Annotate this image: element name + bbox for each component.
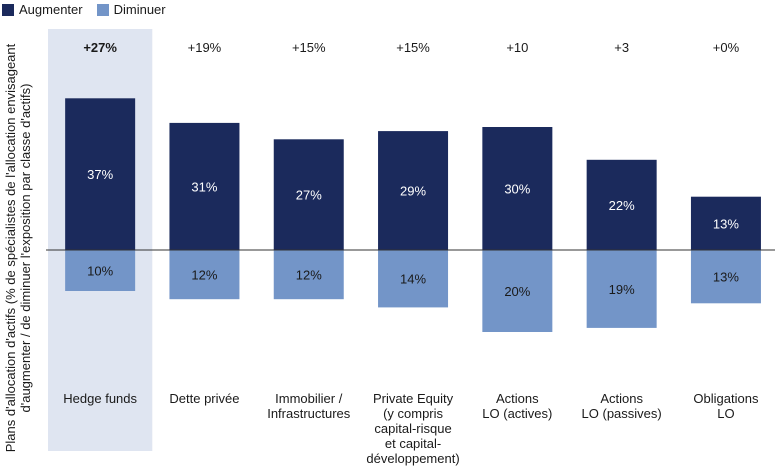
net-change-label-4: +10 — [506, 40, 528, 55]
y-axis-title-line-1: Plans d'allocation d'actifs (% de spécia… — [3, 43, 18, 452]
bar-diminuer-6 — [690, 250, 761, 304]
data-label-augmenter-2: 27% — [296, 188, 322, 203]
category-label-6-line-0: Obligations — [693, 391, 759, 406]
data-label-diminuer-2: 12% — [296, 268, 322, 283]
chart-legend: Augmenter Diminuer — [2, 2, 180, 17]
category-label-3-line-3: et capital- — [385, 436, 441, 451]
net-change-label-0: +27% — [83, 40, 117, 55]
data-label-augmenter-6: 13% — [713, 216, 739, 231]
bar-augmenter-3 — [378, 131, 449, 250]
bar-diminuer-3 — [378, 250, 449, 308]
legend-label-diminuer: Diminuer — [113, 2, 166, 17]
data-label-diminuer-1: 12% — [191, 268, 217, 283]
net-change-label-1: +19% — [188, 40, 222, 55]
category-label-3-line-4: développement) — [366, 451, 459, 466]
bar-diminuer-0 — [65, 250, 136, 291]
data-label-diminuer-6: 13% — [713, 270, 739, 285]
legend-swatch-augmenter — [2, 3, 14, 16]
bar-diminuer-4 — [482, 250, 553, 332]
bar-diminuer-1 — [169, 250, 240, 300]
category-label-5-line-0: Actions — [600, 391, 643, 406]
data-label-diminuer-0: 10% — [87, 264, 113, 279]
bar-diminuer-2 — [273, 250, 344, 300]
bar-diminuer-5 — [586, 250, 657, 328]
bar-augmenter-1 — [169, 122, 240, 250]
data-label-diminuer-4: 20% — [504, 284, 530, 299]
bar-augmenter-2 — [273, 139, 344, 250]
legend-item-diminuer: Diminuer — [96, 2, 166, 17]
data-label-diminuer-3: 14% — [400, 272, 426, 287]
bar-augmenter-6 — [690, 196, 761, 250]
data-label-augmenter-4: 30% — [504, 182, 530, 197]
net-change-label-5: +3 — [614, 40, 629, 55]
category-label-1-line-0: Dette privée — [169, 391, 239, 406]
category-label-2-line-0: Immobilier / — [275, 391, 343, 406]
net-change-label-3: +15% — [396, 40, 430, 55]
bar-augmenter-0 — [65, 98, 136, 250]
category-label-3-line-1: (y compris — [383, 406, 443, 421]
legend-swatch-diminuer — [96, 3, 109, 16]
legend-item-augmenter: Augmenter — [2, 2, 83, 17]
category-label-3-line-0: Private Equity — [373, 391, 454, 406]
bar-augmenter-4 — [482, 127, 553, 250]
category-label-0-line-0: Hedge funds — [63, 391, 137, 406]
net-change-label-6: +0% — [713, 40, 740, 55]
data-label-augmenter-1: 31% — [191, 179, 217, 194]
bar-augmenter-5 — [586, 159, 657, 250]
category-label-5-line-1: LO (passives) — [582, 406, 662, 421]
data-label-augmenter-0: 37% — [87, 167, 113, 182]
data-label-augmenter-5: 22% — [609, 198, 635, 213]
net-change-label-2: +15% — [292, 40, 326, 55]
data-label-augmenter-3: 29% — [400, 184, 426, 199]
category-label-3-line-2: capital-risque — [374, 421, 451, 436]
category-label-4-line-1: LO (actives) — [482, 406, 552, 421]
category-label-2-line-1: Infrastructures — [267, 406, 351, 421]
category-label-6-line-1: LO — [717, 406, 734, 421]
legend-label-augmenter: Augmenter — [19, 2, 83, 17]
y-axis-title-line-2: d'augmenter / de diminuer l'exposition p… — [18, 84, 33, 413]
category-label-4-line-0: Actions — [496, 391, 539, 406]
data-label-diminuer-5: 19% — [609, 282, 635, 297]
